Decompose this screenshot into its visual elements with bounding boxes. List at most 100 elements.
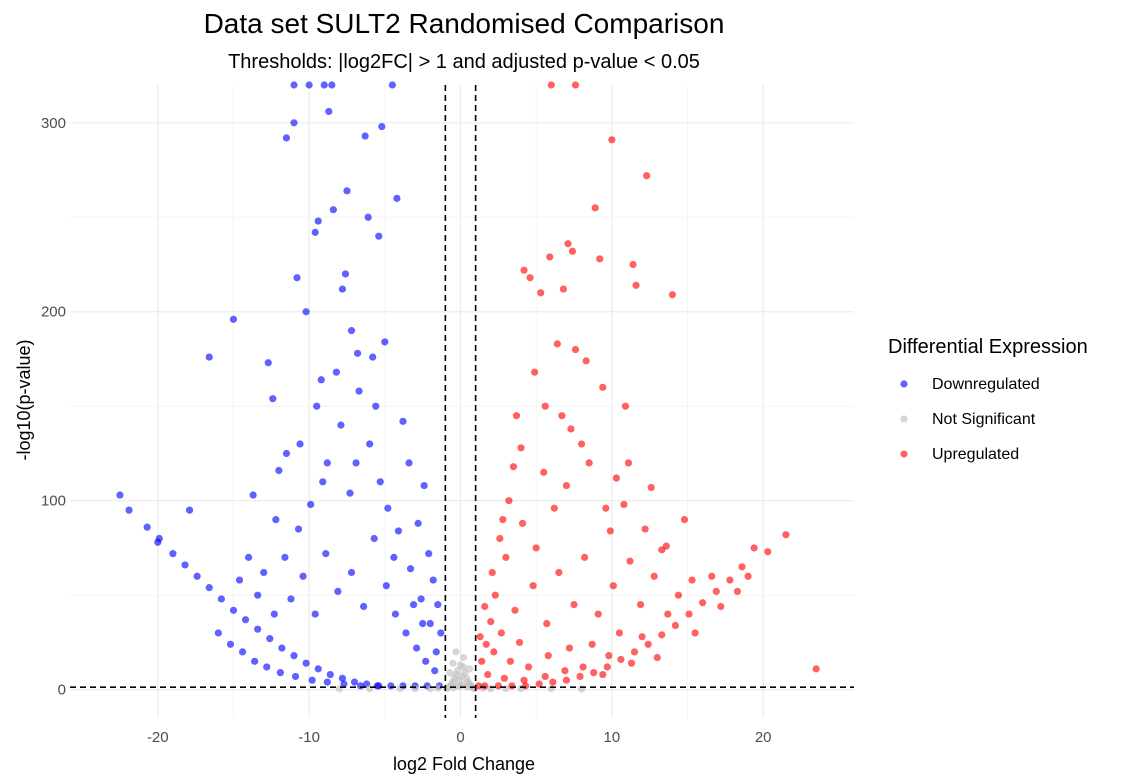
upregulated-point [511, 606, 519, 614]
downregulated-point [376, 478, 384, 486]
upregulated-point [520, 676, 528, 684]
downregulated-point [235, 576, 244, 584]
downregulated-point [314, 217, 322, 225]
upregulated-point [484, 670, 492, 679]
x-tick-label: -10 [298, 729, 320, 746]
upregulated-point [668, 291, 676, 299]
upregulated-point [643, 172, 651, 180]
downregulated-point [328, 81, 336, 89]
upregulated-point [603, 663, 611, 671]
downregulated-point [287, 595, 295, 603]
upregulated-point [579, 663, 587, 671]
y-tick-label: 100 [41, 493, 66, 510]
upregulated-point [476, 633, 484, 641]
not-significant-point [459, 653, 468, 662]
y-axis-title: -log10(p-value) [14, 339, 34, 460]
downregulated-point [381, 338, 389, 346]
downregulated-point [322, 550, 330, 558]
not-significant-point [452, 648, 460, 656]
upregulated-point [744, 572, 752, 580]
upregulated-point [478, 657, 486, 665]
downregulated-point [406, 565, 415, 573]
downregulated-point [338, 674, 347, 682]
upregulated-point [520, 266, 528, 274]
upregulated-point [712, 587, 720, 596]
downregulated-point [422, 657, 430, 665]
downregulated-point [437, 629, 445, 637]
downregulated-point [391, 610, 400, 618]
downregulated-point [278, 644, 286, 652]
upregulated-point [599, 670, 607, 679]
downregulated-point [214, 629, 222, 637]
downregulated-point [263, 663, 271, 671]
downregulated-point [372, 402, 380, 410]
upregulated-point [632, 281, 640, 289]
downregulated-point [388, 81, 396, 89]
downregulated-point [393, 194, 401, 202]
downregulated-point [260, 568, 268, 577]
upregulated-point [627, 659, 636, 667]
y-tick-label: 0 [58, 682, 66, 699]
legend-title: Differential Expression [888, 336, 1088, 358]
not-significant-point [463, 683, 471, 691]
upregulated-point [658, 631, 666, 639]
downregulated-point [290, 119, 298, 127]
downregulated-point [432, 648, 440, 656]
downregulated-point [302, 308, 310, 316]
downregulated-point [341, 270, 350, 278]
upregulated-point [499, 515, 507, 524]
upregulated-point [647, 483, 655, 492]
upregulated-point [602, 504, 610, 512]
downregulated-point [270, 610, 278, 618]
upregulated-point [531, 368, 539, 376]
legend-label-not-significant: Not Significant [932, 411, 1036, 428]
downregulated-point [143, 523, 151, 531]
upregulated-point [546, 253, 554, 261]
downregulated-point [290, 81, 298, 89]
upregulated-point [487, 618, 495, 626]
downregulated-point [417, 595, 425, 603]
legend-label-downregulated: Downregulated [932, 376, 1040, 393]
downregulated-point [420, 481, 428, 490]
downregulated-point [251, 657, 259, 665]
downregulated-point [346, 489, 354, 497]
not-significant-point [453, 667, 462, 675]
upregulated-point [543, 619, 551, 628]
legend-key-not-significant [900, 415, 908, 423]
legend: Differential Expression Downregulated Not… [888, 336, 1088, 463]
upregulated-point [481, 602, 489, 611]
downregulated-point [305, 81, 313, 89]
downregulated-point [402, 629, 410, 637]
upregulated-point [691, 629, 699, 637]
downregulated-point [241, 616, 250, 624]
downregulated-point [360, 602, 368, 611]
downregulated-point [317, 376, 325, 384]
downregulated-point [390, 553, 398, 561]
upregulated-point [490, 648, 498, 656]
upregulated-point [571, 81, 580, 89]
not-significant-point [547, 685, 555, 693]
upregulated-point [497, 629, 505, 637]
downregulated-point [332, 368, 340, 376]
downregulated-point [281, 553, 289, 561]
upregulated-point [662, 542, 670, 550]
downregulated-point [254, 625, 262, 633]
upregulated-point [630, 648, 639, 656]
downregulated-point [272, 515, 280, 524]
upregulated-point [596, 255, 604, 263]
downregulated-point [226, 640, 235, 648]
downregulated-point [302, 659, 310, 667]
upregulated-point [606, 527, 614, 535]
upregulated-point [488, 568, 496, 577]
downregulated-point [307, 500, 315, 509]
upregulated-point [738, 563, 746, 571]
downregulated-point [276, 669, 284, 677]
downregulated-point [266, 635, 274, 643]
upregulated-point [561, 667, 569, 675]
downregulated-point [311, 610, 319, 618]
upregulated-point [564, 240, 572, 248]
upregulated-point [699, 599, 707, 607]
downregulated-point [193, 572, 201, 580]
